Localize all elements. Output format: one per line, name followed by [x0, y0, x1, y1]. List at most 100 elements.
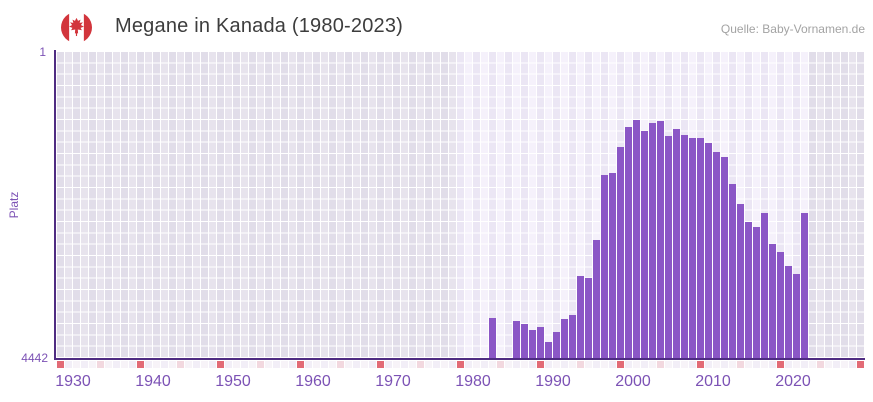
- bar-2018[interactable]: [761, 213, 768, 358]
- canada-flag-icon: [61, 12, 92, 43]
- grid-column: [89, 52, 96, 358]
- half-decade-marker: [417, 361, 424, 368]
- bar-2003[interactable]: [641, 131, 648, 358]
- x-axis-tick-label: 1990: [535, 373, 571, 390]
- grid-column: [193, 52, 200, 358]
- strip-cell: [313, 361, 320, 368]
- bar-1987[interactable]: [513, 320, 520, 358]
- decade-marker: [777, 361, 784, 368]
- bar-1990[interactable]: [537, 326, 544, 358]
- bar-2023[interactable]: [801, 213, 808, 358]
- bar-2011[interactable]: [705, 143, 712, 358]
- grid-column: [497, 52, 504, 358]
- grid-column: [313, 52, 320, 358]
- grid-column: [105, 52, 112, 358]
- grid-column: [145, 52, 152, 358]
- decade-marker: [457, 361, 464, 368]
- grid-column: [857, 52, 864, 358]
- grid-column: [513, 52, 520, 358]
- grid-column: [745, 52, 752, 358]
- bar-1993[interactable]: [561, 318, 568, 358]
- bar-2017[interactable]: [753, 226, 760, 358]
- grid-column: [753, 52, 760, 358]
- bar-2004[interactable]: [649, 122, 656, 358]
- strip-cell: [729, 361, 736, 368]
- grid-column: [113, 52, 120, 358]
- strip-cell: [809, 361, 816, 368]
- decade-marker: [377, 361, 384, 368]
- bar-2021[interactable]: [785, 265, 792, 358]
- strip-cell: [849, 361, 856, 368]
- grid-column: [209, 52, 216, 358]
- grid-column: [121, 52, 128, 358]
- bar-1988[interactable]: [521, 324, 528, 358]
- grid-column: [321, 52, 328, 358]
- bar-2006[interactable]: [665, 135, 672, 358]
- bar-2013[interactable]: [721, 157, 728, 358]
- strip-cell: [425, 361, 432, 368]
- strip-cell: [281, 361, 288, 368]
- bar-2016[interactable]: [745, 221, 752, 358]
- strip-cell: [753, 361, 760, 368]
- strip-cell: [529, 361, 536, 368]
- half-decade-marker: [257, 361, 264, 368]
- strip-cell: [433, 361, 440, 368]
- strip-cell: [193, 361, 200, 368]
- grid-column: [233, 52, 240, 358]
- grid-column: [537, 52, 544, 358]
- plot-area: [57, 52, 865, 358]
- grid-column: [329, 52, 336, 358]
- bar-1991[interactable]: [545, 342, 552, 358]
- strip-cell: [161, 361, 168, 368]
- bar-2000[interactable]: [617, 147, 624, 358]
- grid-column: [169, 52, 176, 358]
- strip-cell: [841, 361, 848, 368]
- strip-cell: [769, 361, 776, 368]
- bar-2015[interactable]: [737, 203, 744, 358]
- bar-1997[interactable]: [593, 239, 600, 358]
- bar-1998[interactable]: [601, 174, 608, 358]
- bar-2012[interactable]: [713, 151, 720, 358]
- bar-2022[interactable]: [793, 274, 800, 358]
- bar-2019[interactable]: [769, 244, 776, 358]
- grid-column: [153, 52, 160, 358]
- strip-cell: [585, 361, 592, 368]
- strip-cell: [105, 361, 112, 368]
- bar-1984[interactable]: [489, 317, 496, 358]
- bar-2009[interactable]: [689, 137, 696, 358]
- x-axis-tick-label: 1930: [55, 373, 91, 390]
- bar-2001[interactable]: [625, 127, 632, 358]
- bar-1989[interactable]: [529, 329, 536, 358]
- bar-2002[interactable]: [633, 120, 640, 358]
- strip-cell: [345, 361, 352, 368]
- grid-column: [561, 52, 568, 358]
- strip-cell: [121, 361, 128, 368]
- strip-cell: [833, 361, 840, 368]
- grid-column: [65, 52, 72, 358]
- bar-1995[interactable]: [577, 275, 584, 358]
- strip-cell: [409, 361, 416, 368]
- bar-2010[interactable]: [697, 137, 704, 358]
- strip-cell: [321, 361, 328, 368]
- strip-cell: [545, 361, 552, 368]
- half-decade-marker: [577, 361, 584, 368]
- bar-1992[interactable]: [553, 332, 560, 358]
- bar-2008[interactable]: [681, 134, 688, 358]
- bar-1999[interactable]: [609, 172, 616, 358]
- strip-cell: [353, 361, 360, 368]
- bar-1994[interactable]: [569, 314, 576, 358]
- strip-cell: [289, 361, 296, 368]
- decade-marker: [697, 361, 704, 368]
- bar-2007[interactable]: [673, 129, 680, 358]
- strip-cell: [673, 361, 680, 368]
- strip-cell: [129, 361, 136, 368]
- bar-2020[interactable]: [777, 251, 784, 358]
- strip-cell: [649, 361, 656, 368]
- bar-2014[interactable]: [729, 184, 736, 358]
- decade-marker: [537, 361, 544, 368]
- bar-1996[interactable]: [585, 277, 592, 358]
- bar-2005[interactable]: [657, 121, 664, 358]
- grid-column: [385, 52, 392, 358]
- grid-column: [473, 52, 480, 358]
- grid-column: [417, 52, 424, 358]
